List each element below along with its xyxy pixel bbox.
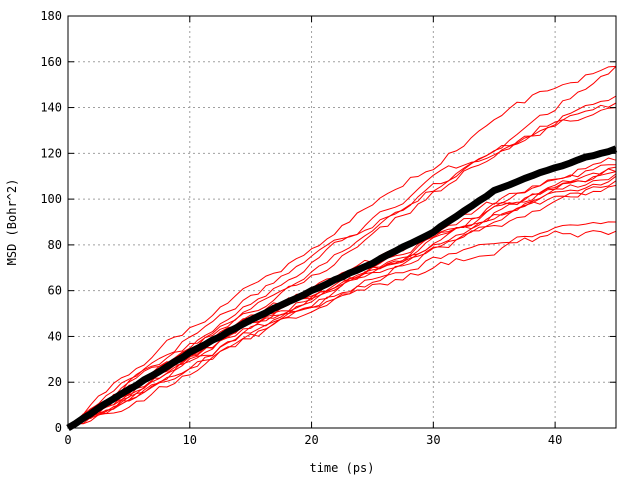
y-tick-label: 160 — [40, 55, 62, 69]
y-tick-label: 100 — [40, 192, 62, 206]
trace-13 — [67, 221, 617, 429]
trace-7 — [67, 168, 617, 429]
x-tick-label: 0 — [64, 433, 71, 447]
trace-3 — [67, 66, 617, 429]
y-tick-label: 140 — [40, 101, 62, 115]
grid-lines — [68, 16, 616, 428]
x-tick-label: 10 — [183, 433, 197, 447]
y-axis-label: MSD (Bohr^2) — [5, 179, 19, 266]
mean-trace — [66, 145, 618, 432]
plot-frame — [67, 15, 617, 429]
y-tick-label: 80 — [48, 238, 62, 252]
x-tick-label: 20 — [304, 433, 318, 447]
trace-14 — [67, 230, 617, 429]
y-tick-label: 0 — [55, 421, 62, 435]
y-tick-label: 120 — [40, 146, 62, 160]
trace-10 — [67, 180, 617, 429]
axis-ticks — [67, 15, 616, 429]
y-tick-label: 40 — [48, 329, 62, 343]
mean-line — [66, 145, 618, 432]
tick-labels: 0 20 40 60 80 100 120 140 160 180 0 10 20 30 40 — [40, 9, 562, 447]
trace-12 — [67, 173, 617, 429]
trace-2 — [67, 65, 617, 429]
trace-1 — [67, 95, 617, 429]
trace-15 — [67, 171, 617, 429]
x-tick-label: 40 — [548, 433, 562, 447]
x-axis-label: time (ps) — [309, 461, 374, 475]
y-tick-label: 60 — [48, 284, 62, 298]
x-tick-label: 30 — [426, 433, 440, 447]
trace-8 — [67, 175, 617, 429]
y-tick-label: 180 — [40, 9, 62, 23]
trace-11 — [67, 184, 617, 429]
y-tick-label: 20 — [48, 375, 62, 389]
